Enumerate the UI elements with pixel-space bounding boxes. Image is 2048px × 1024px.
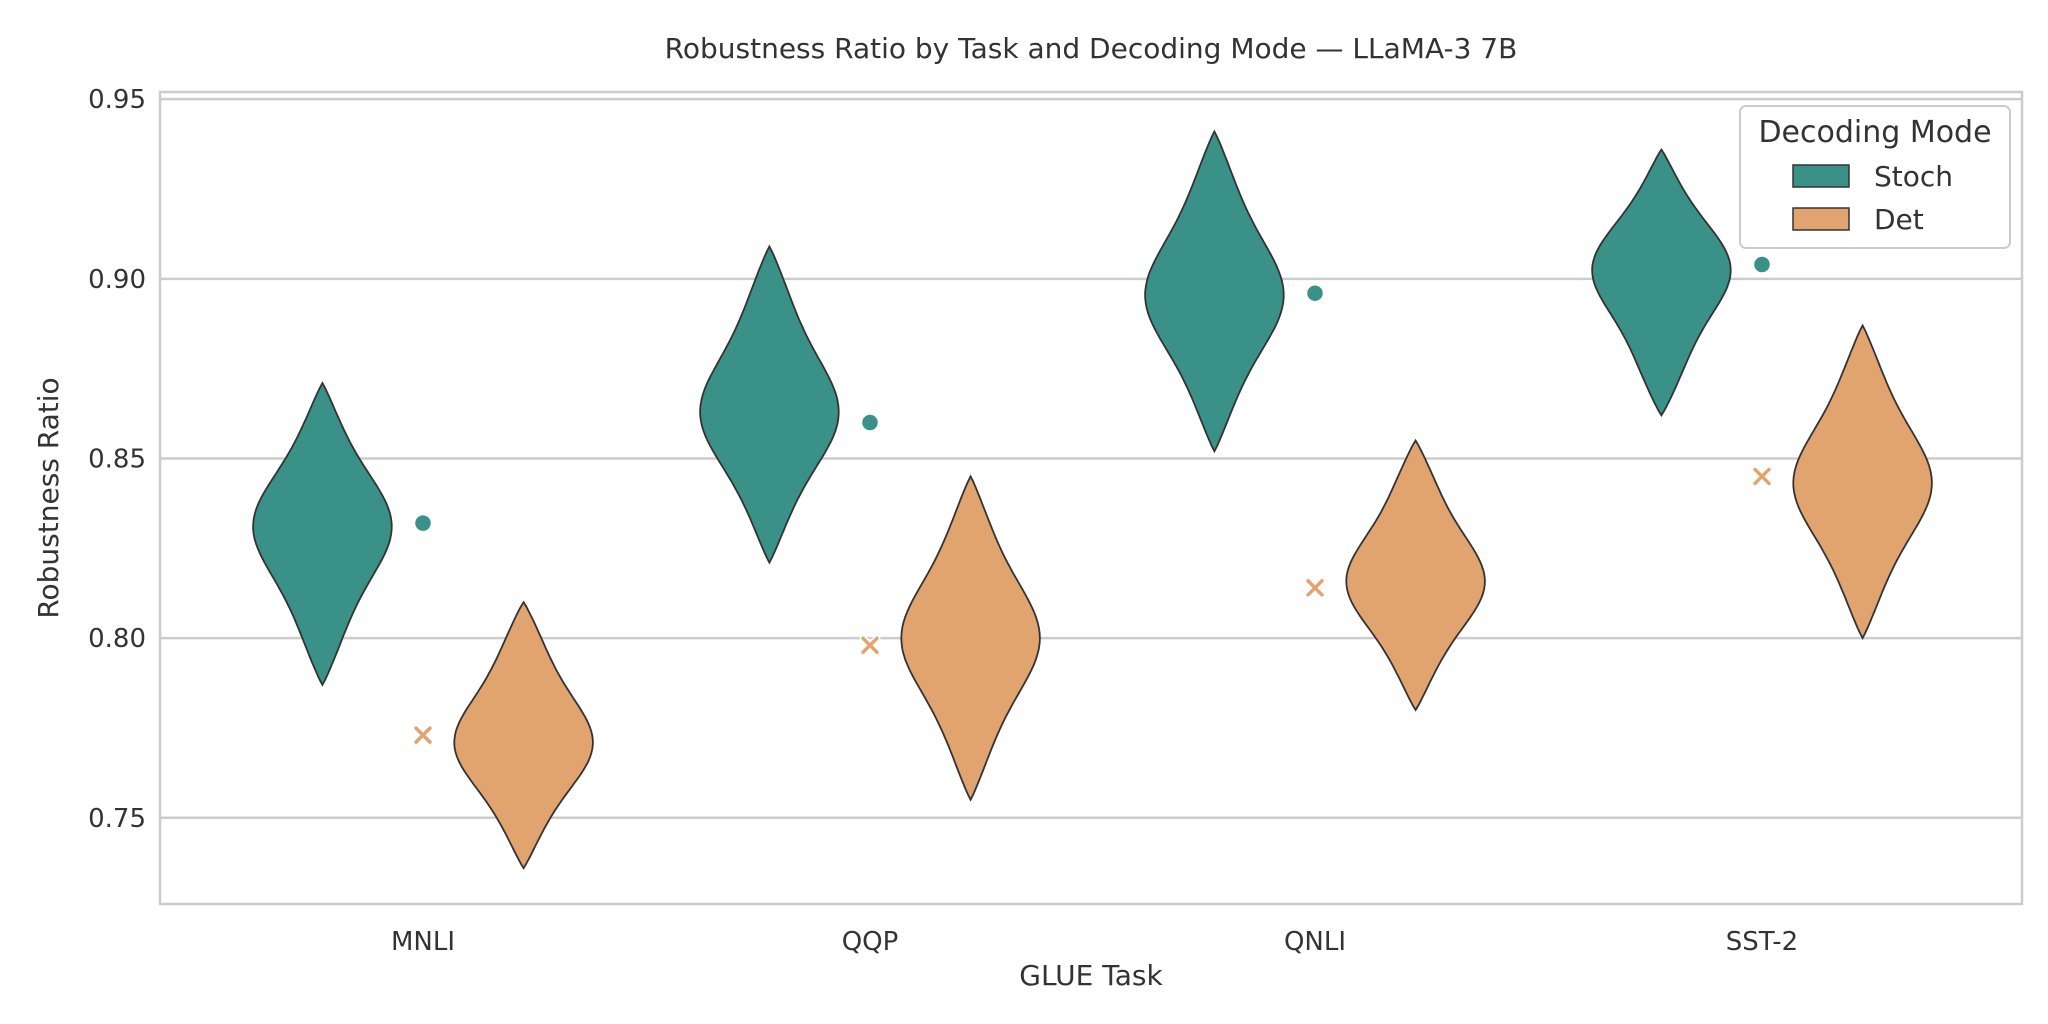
mean-marker-det-qqp (859, 634, 881, 656)
legend-label-stoch: Stoch (1874, 160, 1953, 193)
violin-stoch-sst-2 (1591, 147, 1732, 418)
legend-swatch-det (1792, 207, 1850, 231)
x-tick-label: MNLI (391, 927, 455, 957)
y-tick-labels: 0.75 0.80 0.85 0.90 0.95 (88, 85, 146, 834)
chart-title: Robustness Ratio by Task and Decoding Mo… (665, 32, 1518, 65)
legend-title: Decoding Mode (1758, 115, 1991, 150)
grid-lines (160, 97, 2022, 820)
y-tick-label: 0.95 (88, 85, 146, 115)
mean-marker-stoch-mnli (412, 512, 434, 534)
x-tick-label: QNLI (1284, 927, 1346, 957)
mean-marker-det-sst-2 (1751, 465, 1773, 487)
violin-stoch-qnli (1144, 129, 1285, 454)
legend-swatch-stoch (1792, 164, 1850, 188)
violin-stoch-qqp (699, 244, 840, 565)
violin-det-mnli (453, 600, 594, 870)
violin-det-sst-2 (1792, 323, 1933, 641)
mean-marker-stoch-qnli (1304, 282, 1326, 304)
x-tick-labels: MNLI QQP QNLI SST-2 (391, 927, 1798, 957)
x-tick-label: SST-2 (1726, 927, 1798, 957)
mean-marker-stoch-qqp (859, 412, 881, 433)
violin-stoch-mnli (252, 381, 393, 687)
y-tick-label: 0.75 (88, 804, 146, 834)
mean-marker-det-qnli (1304, 577, 1326, 599)
mean-markers (412, 254, 1773, 746)
mean-marker-stoch-sst-2 (1751, 254, 1773, 275)
violins (252, 129, 1933, 870)
violin-det-qqp (900, 474, 1041, 802)
legend: Decoding Mode Stoch Det (1739, 105, 2011, 249)
x-axis-title: GLUE Task (1019, 959, 1163, 992)
y-tick-label: 0.80 (88, 624, 146, 654)
x-tick-label: QQP (842, 927, 899, 957)
violin-det-qnli (1345, 438, 1486, 712)
legend-label-det: Det (1874, 203, 1924, 236)
y-tick-label: 0.85 (88, 444, 146, 474)
mean-marker-det-mnli (412, 724, 434, 746)
y-tick-label: 0.90 (88, 265, 146, 295)
y-axis-title: Robustness Ratio (32, 377, 65, 618)
